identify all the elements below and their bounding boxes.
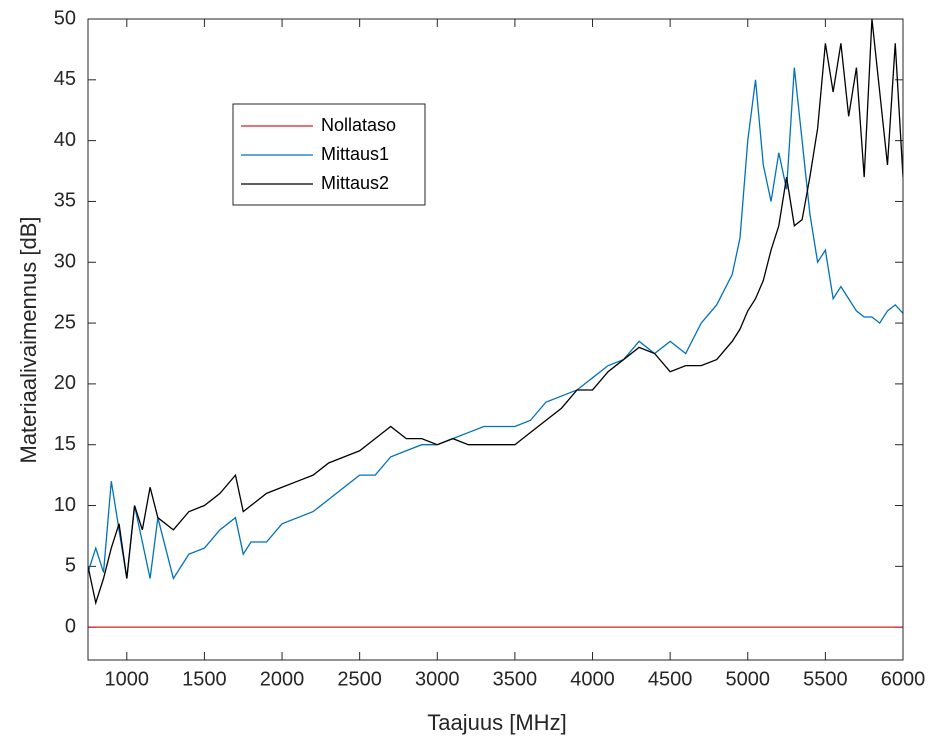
- axes-box: [87, 18, 904, 661]
- series-line: [88, 19, 903, 606]
- y-tick-label: 30: [54, 251, 76, 273]
- y-tick-label: 15: [54, 433, 76, 455]
- x-tick-label: 5500: [803, 668, 848, 690]
- y-tick-label: 10: [54, 494, 76, 516]
- legend-label: Mittaus2: [321, 173, 389, 193]
- y-tick-label: 20: [54, 372, 76, 394]
- plot-area: [88, 19, 903, 660]
- y-tick-label: 35: [54, 190, 76, 212]
- x-tick-label: 3000: [415, 668, 460, 690]
- legend-label: Nollataso: [321, 115, 396, 135]
- x-tick-label: 1500: [182, 668, 227, 690]
- x-tick-label: 4000: [570, 668, 615, 690]
- series-line: [88, 67, 903, 581]
- y-tick-label: 25: [54, 311, 76, 333]
- y-tick-label: 50: [54, 7, 76, 29]
- y-tick-label: 0: [65, 615, 76, 637]
- plot-lines: [88, 19, 903, 628]
- x-tick-label: 1000: [105, 668, 150, 690]
- x-tick-label: 3500: [493, 668, 538, 690]
- x-tick-label: 6000: [881, 668, 926, 690]
- y-axis-label: Materiaalivaimennus [dB]: [16, 216, 41, 463]
- y-tick-label: 40: [54, 129, 76, 151]
- legend-label: Mittaus1: [321, 144, 389, 164]
- x-axis-label: Taajuus [MHz]: [427, 710, 566, 735]
- x-tick-label: 2000: [260, 668, 305, 690]
- y-tick-label: 45: [54, 68, 76, 90]
- x-tick-label: 4500: [648, 668, 693, 690]
- x-tick-label: 2500: [337, 668, 382, 690]
- y-tick-label: 5: [65, 555, 76, 577]
- x-tick-label: 5000: [726, 668, 771, 690]
